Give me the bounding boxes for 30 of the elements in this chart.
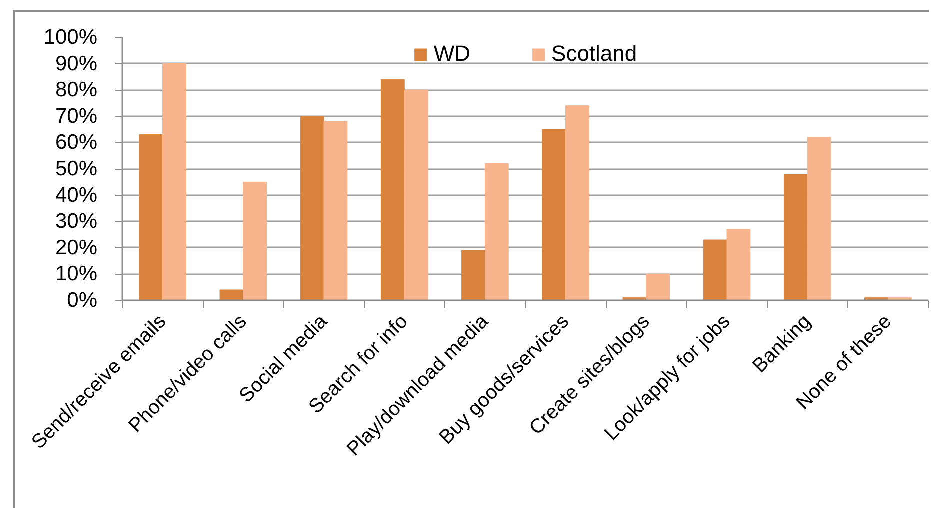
y-tick-label: 90% [55, 52, 98, 76]
y-tick-label: 40% [55, 184, 98, 207]
bar [404, 90, 428, 300]
legend-label: WD [434, 41, 471, 67]
y-tick-label: 80% [55, 78, 98, 102]
y-tick-label: 0% [67, 289, 98, 312]
bar [566, 106, 590, 300]
bar [462, 250, 486, 300]
y-tick-label: 60% [55, 131, 98, 154]
bar [646, 274, 670, 300]
bar [703, 240, 728, 300]
y-tick-label: 10% [55, 262, 98, 286]
bar [243, 182, 268, 300]
bar [162, 64, 186, 300]
y-tick-label: 100% [44, 26, 98, 49]
bar [324, 121, 348, 300]
y-tick-label: 30% [55, 210, 98, 234]
y-tick-label: 20% [55, 236, 98, 260]
bar [220, 290, 244, 300]
bar [542, 129, 566, 300]
y-tick-label: 50% [55, 158, 98, 180]
bar [300, 116, 324, 300]
bar [380, 79, 405, 300]
legend-label: Scotland [552, 41, 638, 67]
bar [139, 134, 164, 300]
bar [807, 137, 832, 300]
bar [784, 174, 808, 300]
y-tick-label: 70% [55, 104, 98, 128]
bar [726, 229, 751, 300]
bar [484, 163, 509, 300]
